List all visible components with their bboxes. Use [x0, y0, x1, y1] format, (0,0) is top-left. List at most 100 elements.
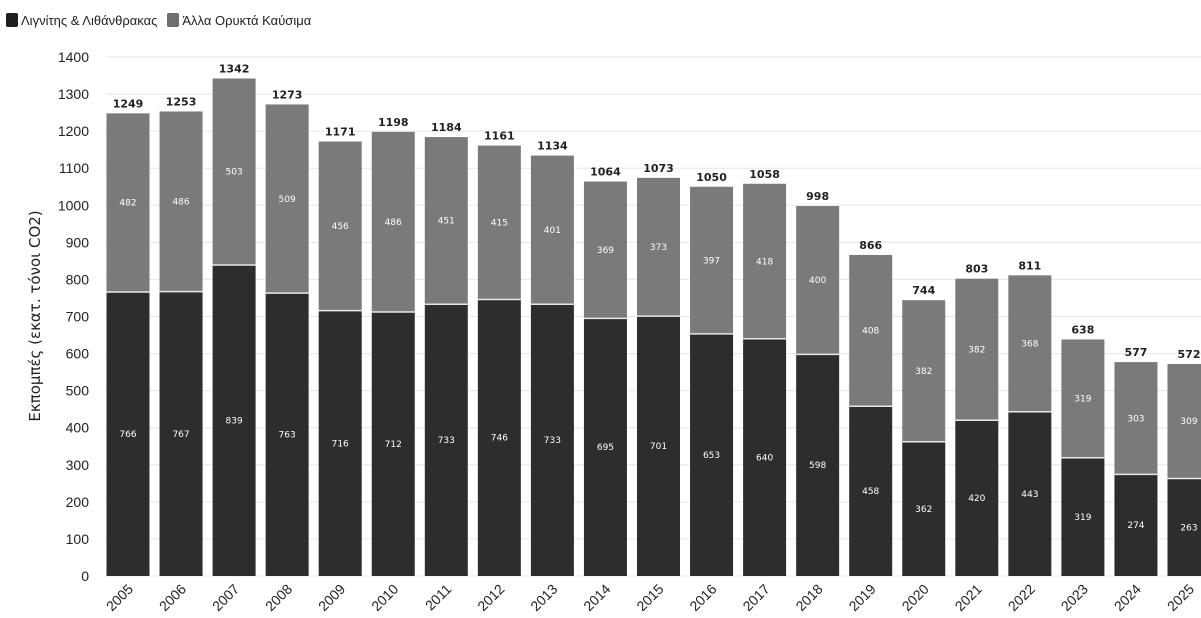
bar-other-fossil-fuels[interactable] — [212, 78, 256, 265]
bar-other-fossil-fuels[interactable] — [1008, 275, 1052, 412]
bar-lignite-coal[interactable] — [1114, 474, 1158, 576]
y-tick-label: 800 — [66, 271, 90, 287]
data-label-total: 577 — [1124, 346, 1147, 359]
x-tick-label: 2005 — [103, 581, 136, 614]
bar-other-fossil-fuels[interactable] — [955, 278, 999, 421]
x-tick-label: 2023 — [1058, 581, 1091, 614]
data-label-lignite-coal: 274 — [1127, 521, 1144, 531]
data-label-other-fossil-fuels: 397 — [703, 256, 720, 266]
data-label-total: 1064 — [590, 166, 621, 179]
bar-lignite-coal[interactable] — [477, 299, 521, 576]
bar-lignite-coal[interactable] — [212, 264, 256, 576]
y-tick-label: 1200 — [58, 123, 89, 139]
data-label-total: 1249 — [113, 97, 144, 110]
bars: 766 482 1249 767 486 1253 839 503 1342 763 509 1273… — [106, 63, 1201, 576]
bar-lignite-coal[interactable] — [637, 316, 680, 576]
data-label-lignite-coal: 733 — [544, 436, 561, 446]
bar-other-fossil-fuels[interactable] — [530, 155, 574, 305]
y-tick-label: 1100 — [59, 160, 89, 176]
chart-legend: Λιγνίτης & Λιθάνθρακας Άλλα Ορυκτά Καύσι… — [6, 10, 321, 30]
y-tick-label: 200 — [66, 494, 90, 510]
legend-item-lignite-coal[interactable]: Λιγνίτης & Λιθάνθρακας — [6, 13, 157, 28]
data-label-lignite-coal: 443 — [1021, 490, 1038, 500]
x-tick-label: 2009 — [315, 581, 348, 614]
data-label-total: 1161 — [484, 130, 515, 143]
data-label-lignite-coal: 598 — [809, 461, 826, 471]
bar-other-fossil-fuels[interactable] — [796, 206, 840, 355]
data-label-total: 1198 — [378, 116, 409, 129]
bar-lignite-coal[interactable] — [955, 420, 999, 576]
bar-other-fossil-fuels[interactable] — [318, 141, 362, 311]
bar-lignite-coal[interactable] — [530, 304, 574, 576]
x-tick-label: 2022 — [1005, 581, 1038, 614]
data-label-total: 1134 — [537, 140, 568, 153]
bar-other-fossil-fuels[interactable] — [424, 137, 468, 305]
data-label-total: 866 — [859, 239, 882, 252]
x-tick-label: 2021 — [952, 581, 985, 614]
y-tick-label: 700 — [66, 309, 90, 325]
bar-other-fossil-fuels[interactable] — [849, 254, 893, 407]
bar-other-fossil-fuels[interactable] — [690, 186, 734, 334]
x-tick-label: 2006 — [156, 581, 189, 614]
data-label-other-fossil-fuels: 415 — [491, 219, 508, 229]
legend-item-other-fossil-fuels[interactable]: Άλλα Ορυκτά Καύσιμα — [167, 13, 311, 28]
data-label-other-fossil-fuels: 368 — [1021, 340, 1038, 350]
bar-other-fossil-fuels[interactable] — [902, 300, 946, 442]
data-label-other-fossil-fuels: 369 — [597, 246, 614, 256]
bar-lignite-coal[interactable] — [743, 338, 787, 576]
data-label-other-fossil-fuels: 303 — [1127, 414, 1144, 424]
x-tick-label: 2013 — [527, 581, 560, 614]
y-tick-label: 1400 — [58, 49, 89, 65]
bar-other-fossil-fuels[interactable] — [1061, 339, 1105, 458]
bar-lignite-coal[interactable] — [159, 291, 203, 576]
bar-other-fossil-fuels[interactable] — [637, 177, 680, 317]
data-label-lignite-coal: 733 — [438, 436, 455, 446]
data-label-lignite-coal: 712 — [385, 440, 402, 450]
bar-lignite-coal[interactable] — [371, 312, 415, 576]
data-label-lignite-coal: 839 — [226, 416, 243, 426]
bar-other-fossil-fuels[interactable] — [477, 145, 521, 300]
y-tick-label: 600 — [66, 346, 90, 362]
bar-other-fossil-fuels[interactable] — [106, 113, 150, 293]
x-tick-label: 2020 — [899, 581, 932, 614]
bar-lignite-coal[interactable] — [1167, 478, 1201, 576]
x-tick-label: 2017 — [739, 581, 772, 614]
bar-lignite-coal[interactable] — [265, 293, 309, 576]
data-label-lignite-coal: 362 — [915, 505, 932, 515]
data-label-lignite-coal: 263 — [1180, 523, 1197, 533]
bar-lignite-coal[interactable] — [690, 333, 734, 576]
bar-lignite-coal[interactable] — [1061, 457, 1105, 576]
y-tick-label: 400 — [66, 420, 90, 436]
bar-lignite-coal[interactable] — [849, 406, 893, 576]
bar-lignite-coal[interactable] — [796, 354, 840, 576]
data-label-lignite-coal: 763 — [279, 431, 296, 441]
bar-lignite-coal[interactable] — [424, 304, 468, 576]
x-tick-label: 2024 — [1111, 581, 1144, 614]
x-tick-label: 2025 — [1164, 581, 1197, 614]
bar-lignite-coal[interactable] — [1008, 411, 1052, 576]
bar-other-fossil-fuels[interactable] — [583, 181, 627, 319]
data-label-lignite-coal: 640 — [756, 453, 773, 463]
bar-other-fossil-fuels[interactable] — [1167, 363, 1201, 479]
y-tick-label: 300 — [66, 457, 90, 473]
bar-lignite-coal[interactable] — [106, 292, 150, 576]
data-label-other-fossil-fuels: 456 — [332, 222, 349, 232]
bar-lignite-coal[interactable] — [583, 318, 627, 576]
x-tick-label: 2008 — [262, 581, 295, 614]
y-axis-label: Εκπομπές (εκατ. τόνοι CO2) — [26, 210, 44, 421]
bar-other-fossil-fuels[interactable] — [371, 131, 415, 313]
data-label-total: 1342 — [219, 63, 250, 76]
bar-other-fossil-fuels[interactable] — [1114, 362, 1158, 475]
bar-lignite-coal[interactable] — [902, 441, 946, 576]
bar-lignite-coal[interactable] — [318, 310, 362, 576]
bar-other-fossil-fuels[interactable] — [159, 111, 203, 292]
bar-other-fossil-fuels[interactable] — [265, 104, 309, 294]
y-tick-label: 900 — [66, 234, 90, 250]
data-label-lignite-coal: 766 — [119, 430, 136, 440]
data-label-total: 1253 — [166, 95, 197, 108]
x-tick-label: 2016 — [686, 581, 719, 614]
bar-other-fossil-fuels[interactable] — [743, 183, 787, 339]
legend-label-other-fossil-fuels: Άλλα Ορυκτά Καύσιμα — [182, 12, 312, 28]
data-label-total: 1058 — [749, 168, 780, 181]
data-label-lignite-coal: 767 — [172, 430, 189, 440]
